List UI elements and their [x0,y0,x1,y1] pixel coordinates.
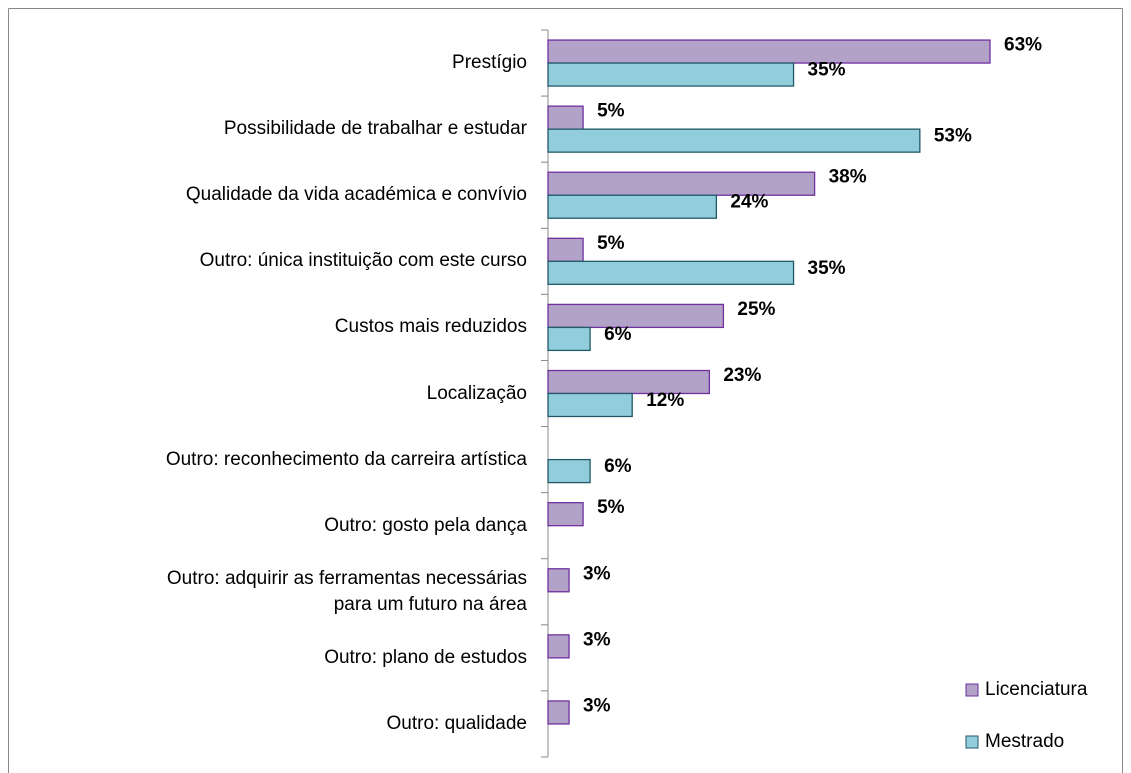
category-label: Outro: plano de estudos [324,646,527,668]
bar [547,260,795,285]
legend-swatch [965,735,979,749]
value-label: 6% [604,456,632,477]
category-label: Prestígio [452,52,527,74]
bar [547,105,584,130]
value-label: 24% [730,192,768,213]
value-label: 3% [583,629,611,650]
category-label: Localização [426,382,527,404]
category-label: Custos mais reduzidos [334,316,527,338]
value-label: 5% [597,497,625,518]
bar [547,326,591,352]
bar [547,62,795,87]
value-label: 5% [597,233,625,254]
category-label: Qualidade da vida académica e convívio [185,184,527,206]
category-label: Outro: adquirir as ferramentas necessári… [166,567,527,615]
value-label: 12% [646,390,684,411]
value-label: 23% [723,365,761,386]
bar [547,128,921,153]
value-label: 3% [583,563,611,584]
bar [547,634,570,659]
value-label: 25% [737,299,775,320]
category-label: Outro: reconhecimento da carreira artíst… [165,448,527,470]
bar [547,392,633,418]
bar [547,458,591,484]
bar [547,502,584,527]
bar [547,369,711,395]
category-label: Outro: única instituição com este curso [199,250,527,272]
category-label: Possibilidade de trabalhar e estudar [223,118,527,140]
value-label: 6% [604,324,632,345]
value-label: 5% [597,101,625,122]
bar [547,39,991,64]
bar [547,171,816,196]
value-label: 38% [829,167,867,188]
bar [547,568,570,593]
bar [547,194,718,219]
legend-label: Mestrado [985,731,1064,752]
category-label: Outro: qualidade [386,712,528,734]
legend-label: Licenciatura [985,679,1088,700]
value-label: 3% [583,695,611,716]
value-label: 35% [808,258,846,279]
legend-swatch [965,683,979,697]
bar [547,237,584,262]
value-label: 35% [808,60,846,81]
category-label: Outro: gosto pela dança [324,514,527,536]
value-label: 63% [1004,35,1042,56]
bar [547,700,570,725]
bar [547,303,725,329]
value-label: 53% [934,126,972,147]
